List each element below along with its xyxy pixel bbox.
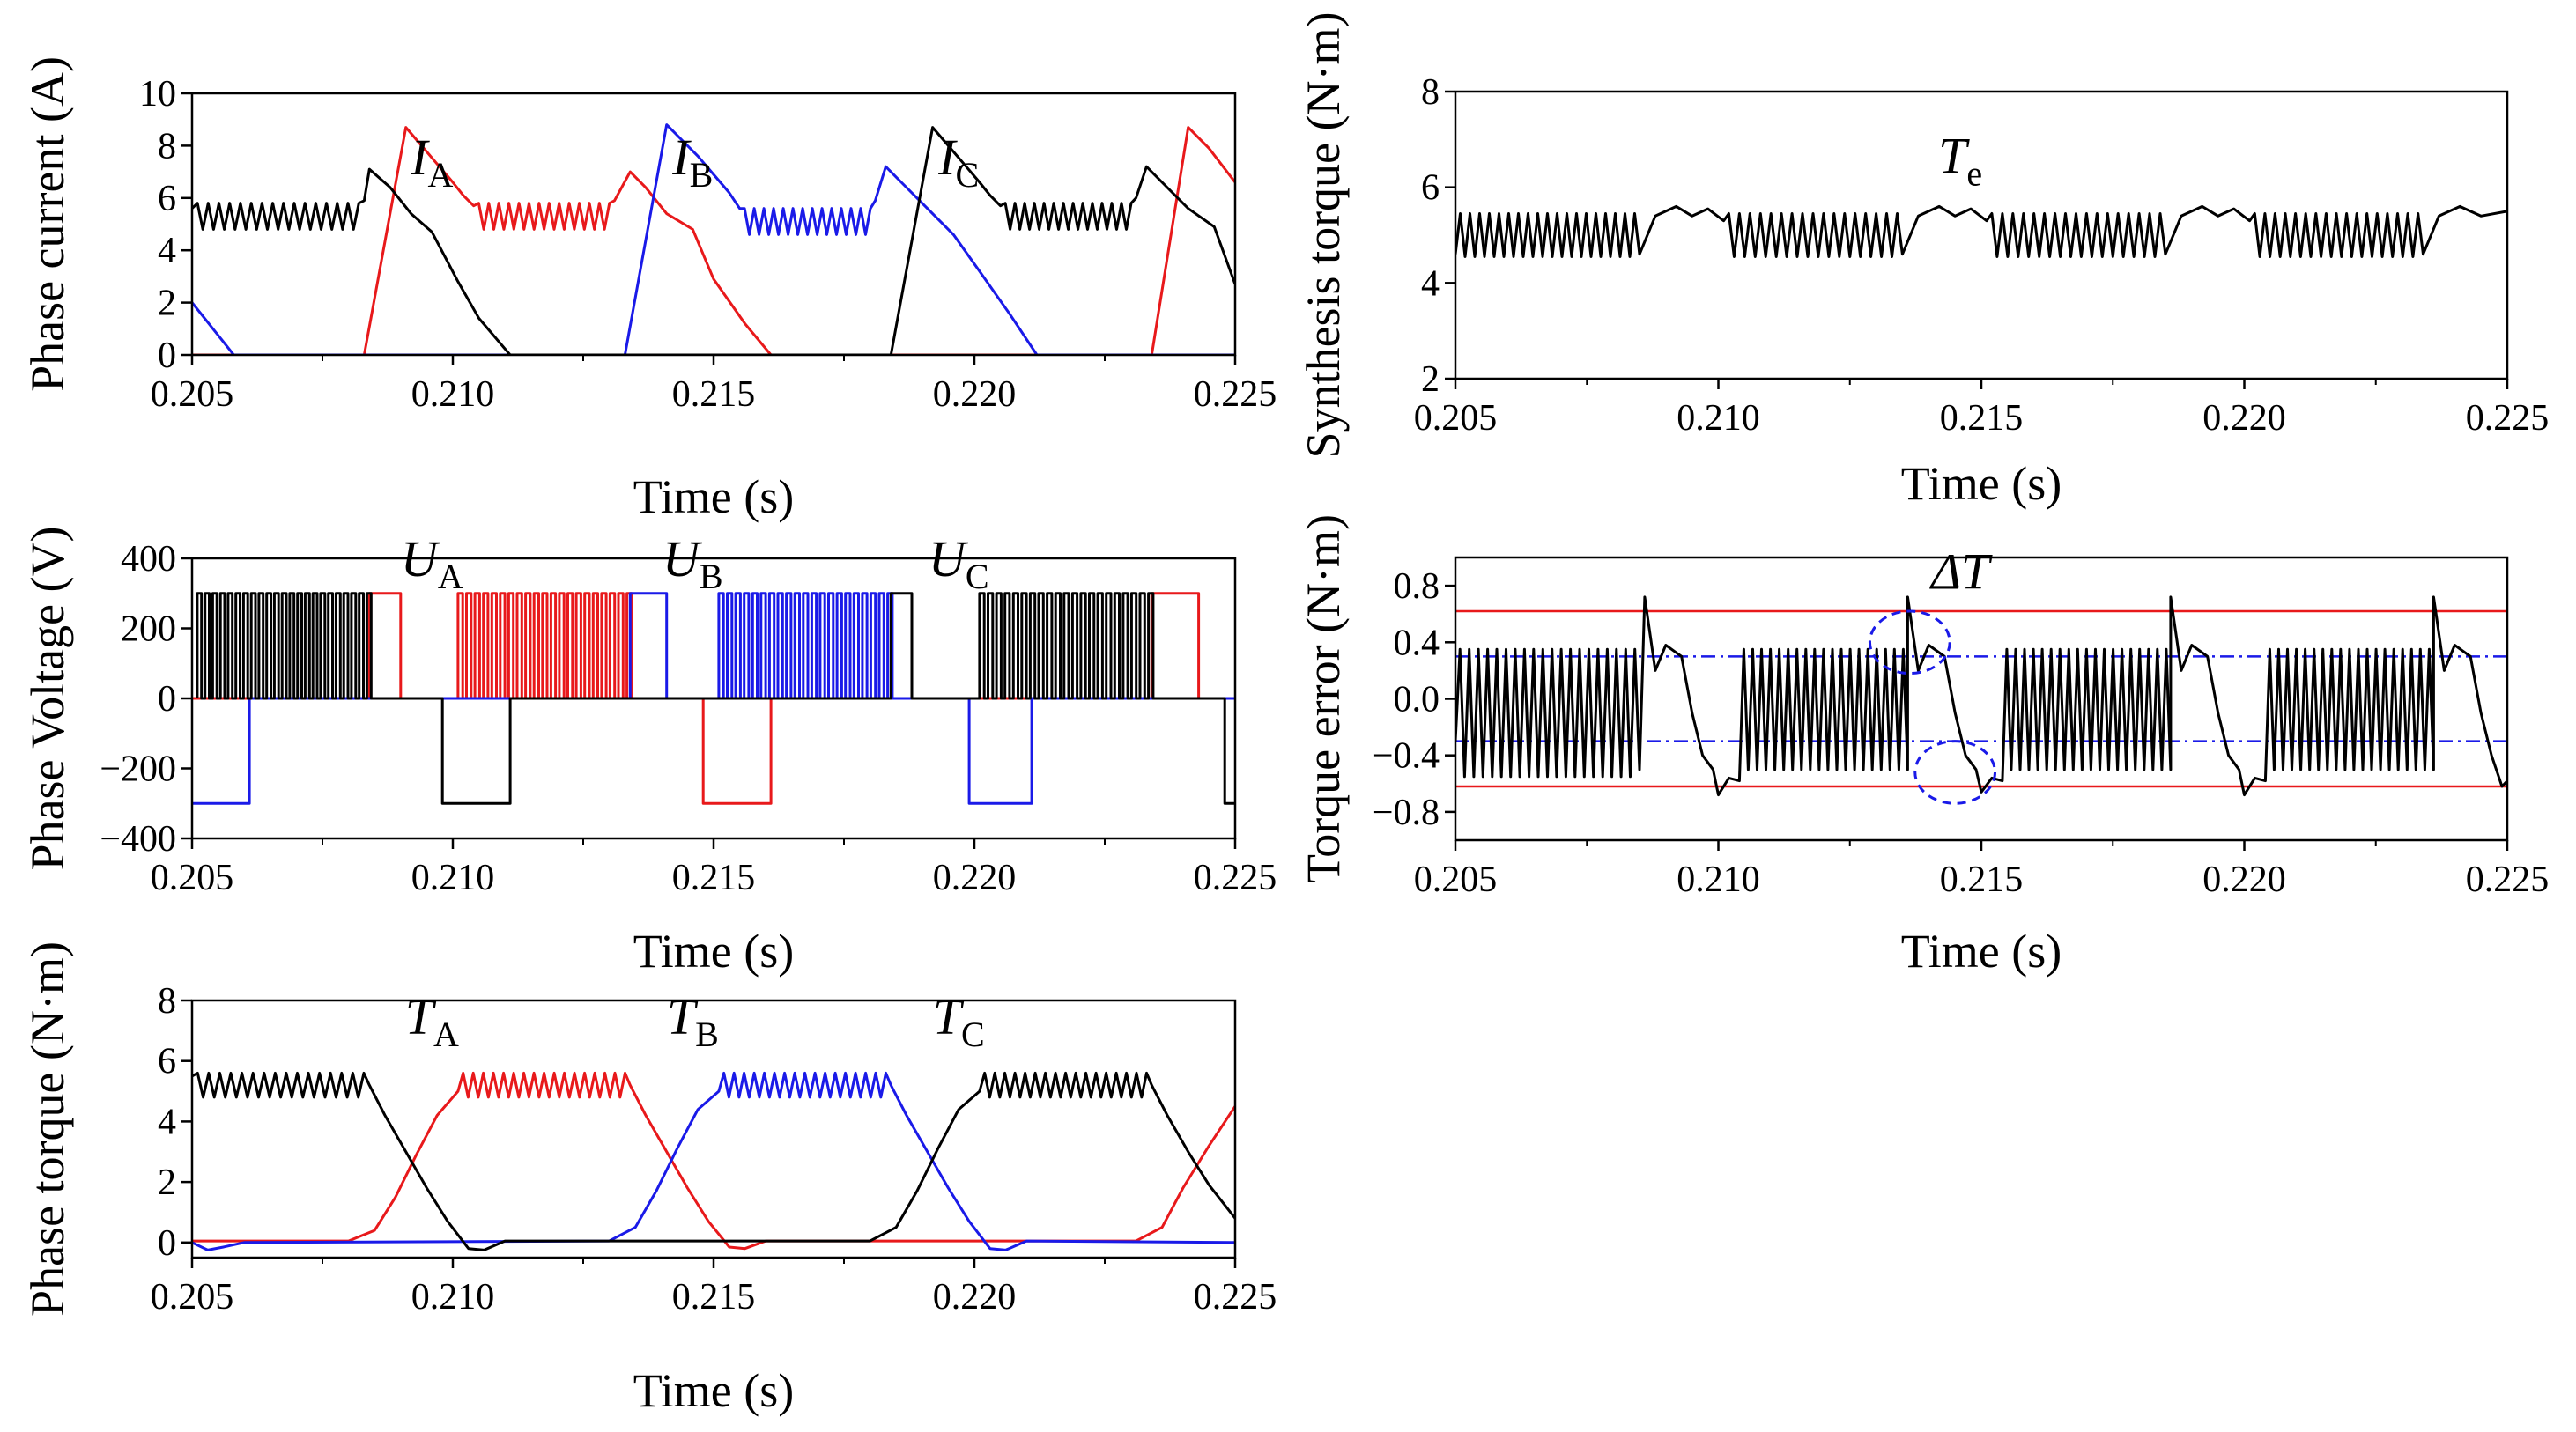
- y-tick-label: 0: [158, 679, 176, 720]
- y-tick-label: 10: [139, 74, 176, 114]
- y-tick-label: 0: [158, 336, 176, 376]
- y-tick-label: 2: [158, 1163, 176, 1203]
- y-tick-label: 8: [1421, 72, 1440, 113]
- series-line-1: [1455, 595, 2507, 797]
- x-tick-label: 0.225: [2466, 398, 2550, 439]
- y-tick-label: 4: [1421, 263, 1440, 304]
- x-tick-label: 0.210: [1677, 860, 1760, 900]
- y-tick-label: 0: [158, 1223, 176, 1264]
- x-tick-label: 0.215: [672, 374, 756, 415]
- x-tick-label: 0.205: [151, 858, 234, 898]
- series-annotation: ΔT: [1929, 543, 1993, 600]
- y-tick-label: −400: [100, 819, 176, 860]
- series-annotation: UC: [929, 530, 989, 596]
- torque-error-chart: 0.205 0.210 0.215 0.220 0.225 −0.8 −0.4 0.0 0.4 0…: [1297, 514, 2549, 978]
- highlight-ellipse-1: [1913, 740, 1997, 805]
- series-line-1: [1455, 204, 2507, 258]
- x-tick-label: 0.220: [2202, 860, 2286, 900]
- x-tick-label: 0.225: [1194, 858, 1277, 898]
- series-annotation: TA: [405, 988, 459, 1054]
- x-axis-label: Time (s): [1901, 457, 2062, 510]
- phase-torque-chart: 0.205 0.210 0.215 0.220 0.225 0 2 4 6 8 Time (s) Ph…: [21, 941, 1277, 1417]
- x-tick-label: 0.220: [933, 858, 1017, 898]
- x-tick-label: 0.220: [933, 374, 1017, 415]
- series-annotation: TC: [933, 988, 985, 1054]
- series-line-1: [192, 126, 1235, 355]
- series-annotation: IC: [937, 129, 979, 195]
- series-line-3: [196, 592, 1235, 805]
- series-line-2: [192, 123, 1235, 355]
- series-line-2: [192, 592, 1235, 805]
- y-axis-label: Phase torque (N·m): [21, 941, 74, 1317]
- highlight-ellipse-0: [1868, 609, 1951, 675]
- x-tick-label: 0.210: [411, 858, 495, 898]
- x-axis-label: Time (s): [633, 1364, 795, 1417]
- series-annotation: UB: [663, 530, 723, 596]
- series-annotation: UA: [401, 530, 463, 596]
- y-tick-label: −0.4: [1373, 736, 1440, 777]
- y-axis-label: Torque error (N·m): [1297, 514, 1350, 883]
- x-tick-label: 0.215: [672, 1277, 756, 1318]
- series-annotation: IB: [671, 129, 713, 195]
- x-axis-label: Time (s): [633, 470, 795, 523]
- x-axis-label: Time (s): [633, 925, 795, 978]
- series-line-2: [192, 1071, 1235, 1251]
- phase-voltage-chart: 0.205 0.210 0.215 0.220 0.225 −400 −200 0 200 400…: [21, 527, 1277, 978]
- series-line-3: [192, 1071, 1235, 1251]
- x-tick-label: 0.225: [1194, 374, 1277, 415]
- y-tick-label: 8: [158, 981, 176, 1022]
- y-tick-label: 6: [158, 1042, 176, 1082]
- x-tick-label: 0.205: [151, 1277, 234, 1318]
- y-tick-label: −200: [100, 749, 176, 790]
- y-axis-label: Phase Voltage (V): [21, 527, 74, 871]
- y-tick-label: 0.0: [1394, 680, 1440, 720]
- y-tick-label: 4: [158, 1102, 176, 1142]
- series-annotation: Te: [1938, 127, 1982, 193]
- y-tick-label: 0.8: [1394, 566, 1440, 607]
- series-line-1: [192, 1071, 1235, 1251]
- x-tick-label: 0.210: [411, 1277, 495, 1318]
- x-tick-label: 0.215: [1940, 860, 2024, 900]
- x-tick-label: 0.205: [151, 374, 234, 415]
- y-tick-label: 400: [121, 539, 176, 579]
- x-tick-label: 0.210: [411, 374, 495, 415]
- y-tick-label: 8: [158, 126, 176, 166]
- y-axis-label: Phase current (A): [21, 56, 74, 392]
- y-tick-label: 6: [1421, 168, 1440, 209]
- synthesis-torque-chart: 0.205 0.210 0.215 0.220 0.225 2 4 6 8 Time (s) Syn…: [1297, 12, 2549, 510]
- phase-current-chart: 0.205 0.210 0.215 0.220 0.225 0 2 4 6 8 10 Time (s)…: [21, 56, 1277, 523]
- x-axis-label: Time (s): [1901, 925, 2062, 978]
- x-tick-label: 0.205: [1414, 860, 1498, 900]
- series-annotation: TB: [667, 988, 719, 1054]
- x-tick-label: 0.220: [2202, 398, 2286, 439]
- x-tick-label: 0.210: [1677, 398, 1760, 439]
- y-axis-label: Synthesis torque (N·m): [1297, 12, 1350, 459]
- x-tick-label: 0.225: [2466, 860, 2550, 900]
- x-tick-label: 0.215: [1940, 398, 2024, 439]
- y-tick-label: −0.8: [1373, 793, 1440, 833]
- y-tick-label: 4: [158, 231, 176, 271]
- x-tick-label: 0.220: [933, 1277, 1017, 1318]
- x-tick-label: 0.215: [672, 858, 756, 898]
- x-tick-label: 0.205: [1414, 398, 1498, 439]
- y-tick-label: 200: [121, 609, 176, 650]
- x-tick-label: 0.225: [1194, 1277, 1277, 1318]
- series-annotation: IA: [410, 129, 453, 195]
- y-tick-label: 2: [1421, 359, 1440, 400]
- y-tick-label: 6: [158, 179, 176, 219]
- y-tick-label: 2: [158, 284, 176, 324]
- y-tick-label: 0.4: [1394, 623, 1440, 663]
- series-line-3: [192, 126, 1235, 355]
